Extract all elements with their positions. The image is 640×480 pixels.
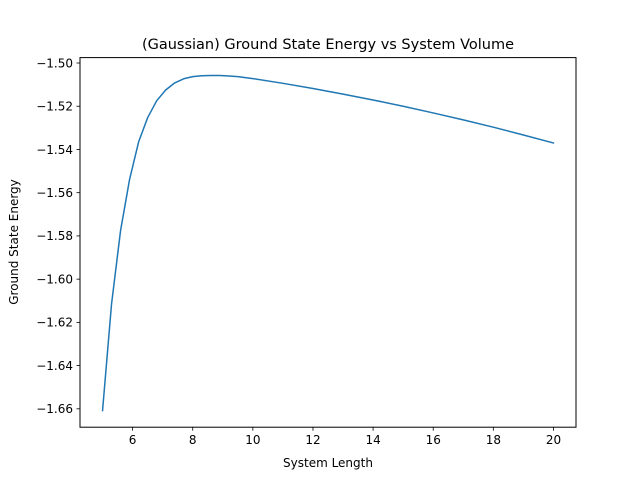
y-tick-label: −1.60 [36,272,73,286]
plot-area [101,74,555,412]
y-tick-label: −1.52 [36,100,73,114]
y-axis-label: Ground State Energy [7,179,21,305]
y-tick-label: −1.54 [36,143,73,157]
y-tick-label: −1.56 [36,186,73,200]
x-tick-label: 20 [546,433,561,447]
x-axis-label: System Length [283,456,373,470]
y-tick-label: −1.64 [36,359,73,373]
x-tick-label: 12 [305,433,320,447]
y-tick-label: −1.58 [36,229,73,243]
x-axis: 6 8 10 12 14 16 18 20 [129,427,561,447]
chart-title: (Gaussian) Ground State Energy vs System… [142,37,514,53]
x-tick-label: 16 [426,433,441,447]
axes-frame [79,57,577,428]
x-tick-label: 10 [245,433,260,447]
y-axis: −1.66 −1.64 −1.62 −1.60 −1.58 −1.56 −1.54 −1.52… [36,56,80,416]
x-tick-label: 6 [129,433,137,447]
series-line-0 [101,74,555,412]
y-tick-label: −1.50 [36,56,73,70]
x-tick-label: 14 [365,433,380,447]
y-tick-label: −1.66 [36,402,73,416]
y-tick-label: −1.62 [36,316,73,330]
x-tick-label: 8 [189,433,197,447]
x-tick-label: 18 [486,433,501,447]
